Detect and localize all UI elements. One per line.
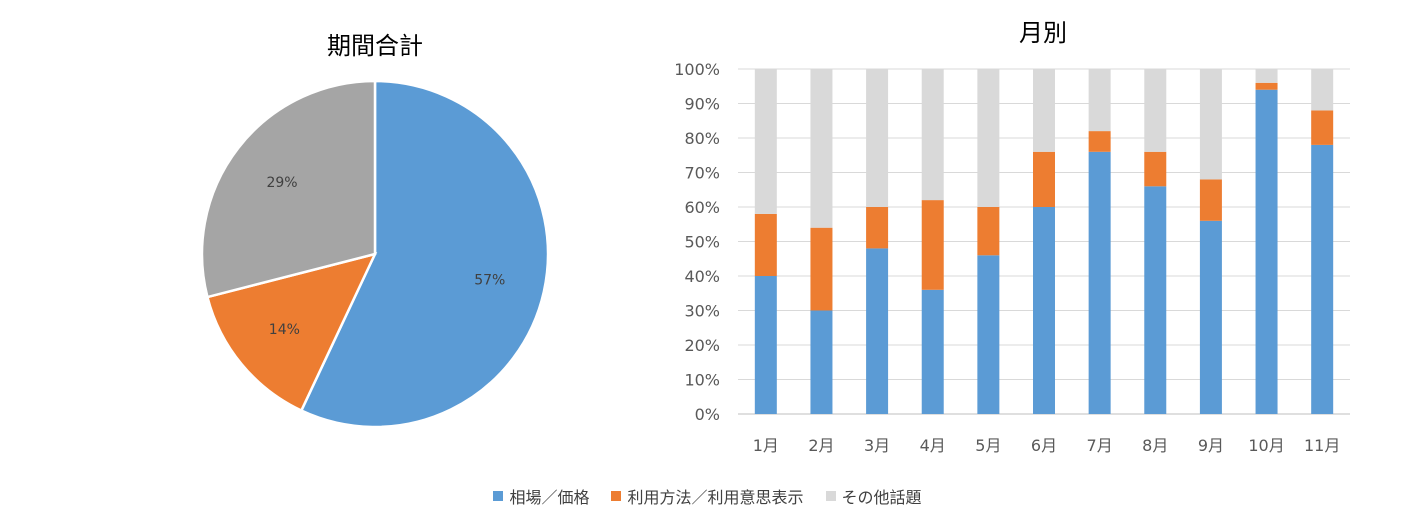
y-tick-label: 70% (684, 164, 720, 183)
legend-swatch (611, 491, 622, 501)
x-tick-label: 1月 (753, 436, 779, 455)
bar-segment (754, 213, 777, 276)
bar-segment (1199, 220, 1222, 414)
bar-segment (1199, 179, 1222, 221)
legend-label: 相場／価格 (509, 488, 590, 507)
bar-segment (754, 69, 777, 214)
chart-canvas: 期間合計 57% 14% 29% 月別 0% 10% 20% 30% 40% 50% 60% 70% 80… (200, 19, 1350, 455)
legend-item: その他話題 (825, 484, 922, 508)
bar-segment (866, 69, 889, 207)
bar-segment (1033, 69, 1055, 152)
x-tick-label: 3月 (864, 436, 890, 455)
legend-swatch (493, 491, 504, 501)
bar-segment (1199, 69, 1222, 180)
x-tick-label: 2月 (808, 436, 834, 455)
bar-segment (1033, 151, 1055, 207)
x-tick-label: 11月 (1304, 436, 1340, 455)
bar-segment (810, 69, 833, 228)
bar-segment (1088, 131, 1111, 152)
y-tick-label: 90% (684, 95, 720, 114)
legend-label: 利用方法／利用意思表示 (627, 488, 804, 507)
bar-segment (1033, 207, 1055, 414)
bar-title: 月別 (1019, 19, 1067, 47)
x-tick-label: 8月 (1142, 436, 1168, 455)
x-tick-label: 7月 (1087, 436, 1113, 455)
bar-segment (866, 207, 889, 249)
bar-segment (921, 69, 944, 201)
bar-segment (866, 248, 889, 414)
y-tick-label: 10% (684, 371, 720, 390)
y-tick-label: 100% (674, 60, 720, 79)
x-tick-label: 6月 (1031, 436, 1057, 455)
y-tick-label: 50% (684, 233, 720, 252)
x-tick-label: 5月 (975, 436, 1001, 455)
y-tick-label: 20% (684, 336, 720, 355)
bar-segment (1144, 69, 1167, 152)
y-tick-label: 0% (695, 405, 720, 424)
bar-segment (810, 310, 833, 414)
bar-segment (977, 255, 1000, 414)
bar-segment (1144, 186, 1167, 414)
legend-item: 利用方法／利用意思表示 (611, 484, 804, 508)
bar-segment (1311, 144, 1334, 414)
bar-segment (1255, 82, 1278, 90)
x-tick-label: 4月 (920, 436, 946, 455)
pie-title: 期間合計 (327, 32, 423, 60)
legend: 相場／価格 利用方法／利用意思表示 その他話題 (0, 484, 1415, 508)
bar-segment (1311, 110, 1334, 145)
pie-data-label: 14% (269, 322, 300, 338)
bar-segment (754, 276, 777, 414)
legend-label: その他話題 (841, 488, 922, 507)
pie-slice (205, 252, 378, 413)
bar-segment (810, 227, 833, 311)
y-tick-label: 30% (684, 302, 720, 321)
y-tick-label: 80% (684, 129, 720, 148)
bar-segment (977, 207, 1000, 256)
pie-data-label: 29% (266, 175, 297, 191)
bar-segment (1088, 69, 1111, 132)
bar-segment (1144, 151, 1167, 187)
bar-segment (1088, 151, 1111, 415)
bar-segment (921, 289, 944, 414)
pie-data-label: 57% (474, 273, 505, 289)
x-tick-label: 10月 (1248, 436, 1284, 455)
y-tick-label: 40% (684, 267, 720, 286)
bar-segment (1255, 89, 1278, 414)
bar-segment (1311, 69, 1334, 111)
pie-slice (200, 79, 377, 299)
bar-segment (977, 69, 1000, 207)
legend-swatch (825, 491, 836, 501)
pie-slice (299, 79, 550, 429)
bar-segment (1255, 69, 1278, 83)
x-tick-label: 9月 (1198, 436, 1224, 455)
legend-item: 相場／価格 (493, 484, 589, 508)
bar-segment (921, 200, 944, 290)
y-tick-label: 60% (684, 198, 720, 217)
